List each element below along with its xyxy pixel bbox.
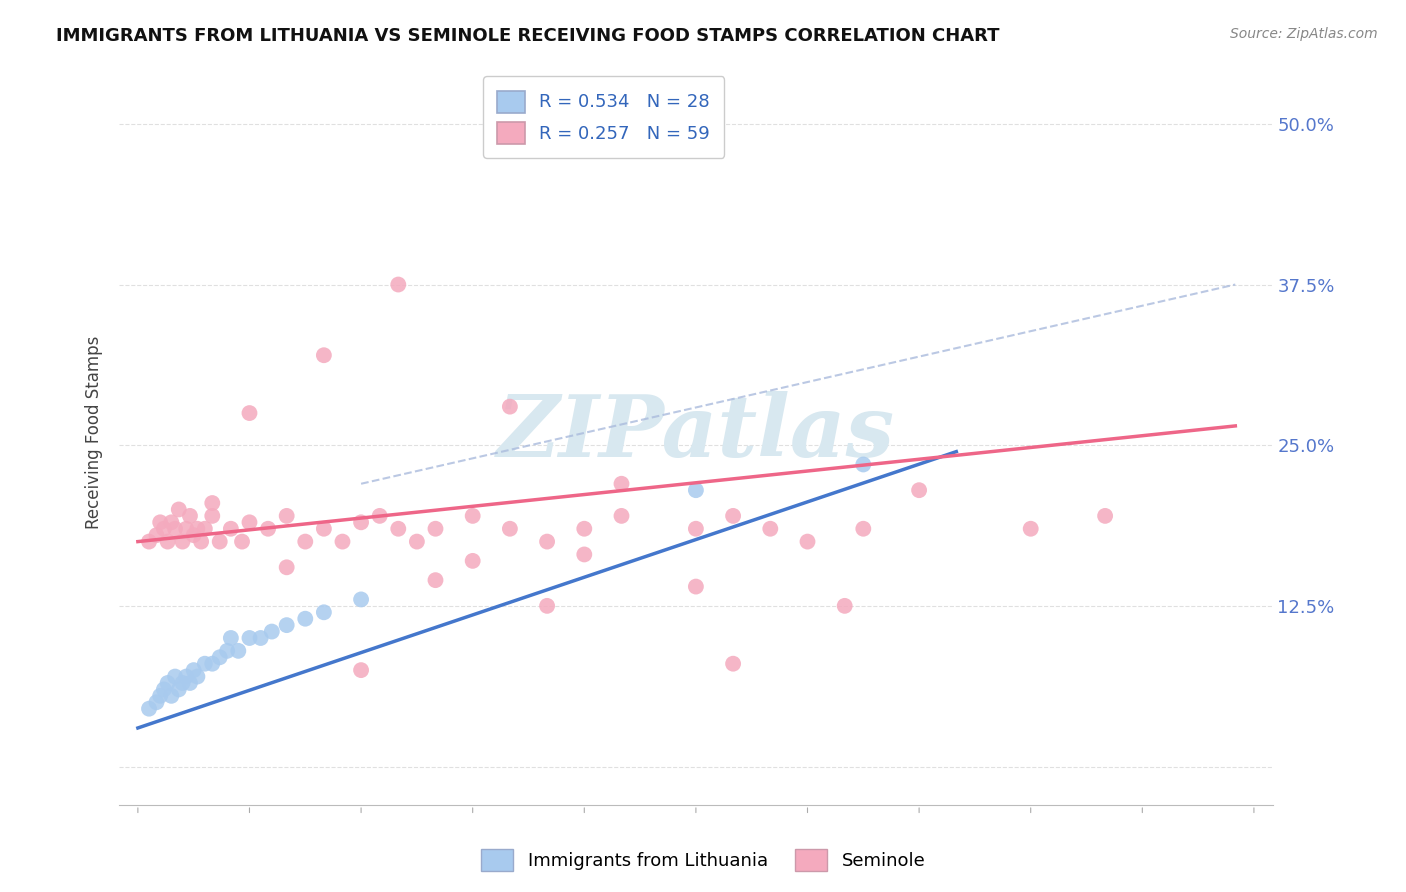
Point [332,534,354,549]
Point [294,534,316,549]
Point [174,669,197,683]
Point [536,534,558,549]
Point [145,695,167,709]
Text: Source: ZipAtlas.com: Source: ZipAtlas.com [1230,27,1378,41]
Point [834,599,856,613]
Point [201,496,224,510]
Point [276,618,298,632]
Point [160,689,183,703]
Point [160,516,183,530]
Point [574,548,596,562]
Point [461,508,484,523]
Point [201,508,224,523]
Point [172,534,194,549]
Point [183,663,205,677]
Point [276,560,298,574]
Point [219,522,242,536]
Text: IMMIGRANTS FROM LITHUANIA VS SEMINOLE RECEIVING FOOD STAMPS CORRELATION CHART: IMMIGRANTS FROM LITHUANIA VS SEMINOLE RE… [56,27,1000,45]
Point [183,528,205,542]
Point [908,483,931,498]
Point [149,689,172,703]
Point [167,682,190,697]
Point [145,528,167,542]
Point [536,599,558,613]
Text: ZIPatlas: ZIPatlas [496,391,896,474]
Point [721,508,744,523]
Point [574,522,596,536]
Point [153,522,176,536]
Point [156,534,179,549]
Point [167,502,190,516]
Point [186,522,208,536]
Point [685,522,707,536]
Point [179,508,201,523]
Point [499,522,522,536]
Legend: R = 0.534   N = 28, R = 0.257   N = 59: R = 0.534 N = 28, R = 0.257 N = 59 [484,76,724,158]
Point [165,669,187,683]
Point [294,612,316,626]
Point [257,522,280,536]
Point [350,516,373,530]
Point [350,663,373,677]
Point [172,676,194,690]
Point [238,516,260,530]
Point [194,522,217,536]
Point [610,508,633,523]
Point [153,682,176,697]
Point [1094,508,1116,523]
Point [406,534,429,549]
Legend: Immigrants from Lithuania, Seminole: Immigrants from Lithuania, Seminole [474,842,932,879]
Point [1019,522,1042,536]
Point [138,534,160,549]
Point [852,458,875,472]
Point [231,534,253,549]
Point [179,676,201,690]
Point [499,400,522,414]
Point [685,483,707,498]
Point [149,516,172,530]
Point [138,701,160,715]
Point [368,508,391,523]
Point [219,631,242,645]
Point [387,277,409,292]
Point [208,534,231,549]
Point [174,522,197,536]
Point [721,657,744,671]
Point [217,644,239,658]
Point [276,508,298,523]
Point [852,522,875,536]
Point [249,631,271,645]
Point [425,573,447,587]
Point [312,522,335,536]
Point [685,580,707,594]
Point [312,348,335,362]
Point [238,406,260,420]
Point [165,522,187,536]
Point [387,522,409,536]
Point [260,624,283,639]
Point [156,676,179,690]
Point [461,554,484,568]
Y-axis label: Receiving Food Stamps: Receiving Food Stamps [86,335,103,529]
Point [350,592,373,607]
Point [208,650,231,665]
Point [796,534,818,549]
Point [312,605,335,619]
Point [186,669,208,683]
Point [201,657,224,671]
Point [759,522,782,536]
Point [425,522,447,536]
Point [194,657,217,671]
Point [190,534,212,549]
Point [238,631,260,645]
Point [610,476,633,491]
Point [228,644,250,658]
